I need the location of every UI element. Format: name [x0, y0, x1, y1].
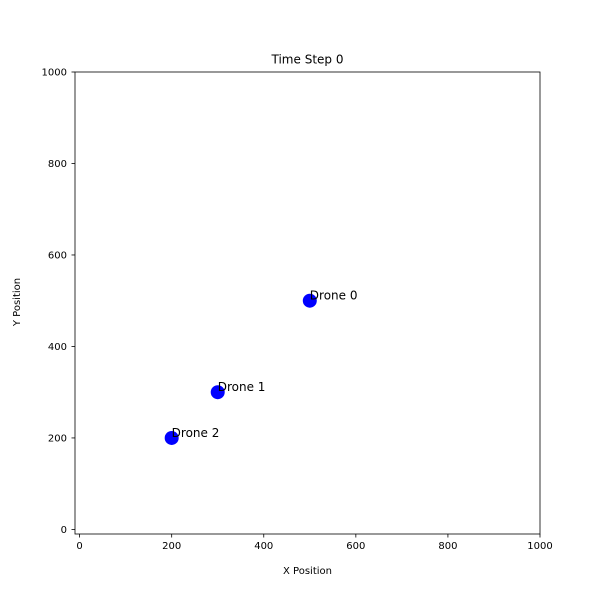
y-tick-label: 400: [48, 342, 67, 353]
x-tick-label: 0: [76, 541, 82, 552]
drone-1-label: Drone 1: [218, 380, 266, 394]
y-tick-label: 800: [48, 159, 67, 170]
drone-1-marker: [210, 385, 225, 400]
x-tick-label: 600: [346, 541, 365, 552]
drone-0-label: Drone 0: [310, 289, 358, 303]
drone-2-marker: [164, 430, 179, 445]
chart-title: Time Step 0: [271, 53, 344, 67]
x-axis-label: X Position: [283, 566, 332, 577]
y-tick-label: 200: [48, 433, 67, 444]
x-tick-label: 800: [438, 541, 457, 552]
x-tick-label: 200: [162, 541, 181, 552]
y-tick-label: 1000: [42, 68, 67, 79]
x-tick-label: 1000: [527, 541, 552, 552]
drone-2-label: Drone 2: [172, 426, 220, 440]
y-tick-label: 0: [61, 525, 67, 536]
y-tick-label: 600: [48, 250, 67, 261]
x-tick-label: 400: [254, 541, 273, 552]
drone-0-marker: [302, 293, 317, 308]
y-axis-label: Y Position: [12, 278, 23, 327]
plot-frame: [74, 71, 541, 535]
